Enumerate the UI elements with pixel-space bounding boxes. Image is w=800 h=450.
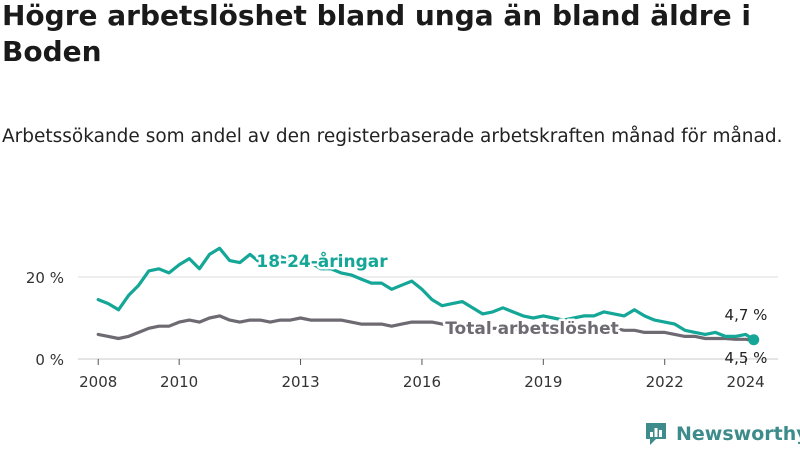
x-tick-label: 2024	[727, 373, 765, 391]
x-tick-label: 2010	[160, 373, 198, 391]
y-tick-label: 20 %	[26, 269, 64, 287]
x-tick-label: 2016	[403, 373, 441, 391]
series-line-total	[96, 314, 756, 343]
end-value-label-youth: 4,7 %	[725, 306, 768, 324]
series-label-total: Total arbetslöshet	[445, 319, 619, 339]
x-tick-label: 2008	[79, 373, 117, 391]
bar-chart-logo-icon	[646, 423, 666, 445]
chart-title: Högre arbetslöshet bland unga än bland ä…	[2, 0, 751, 68]
brand-name: Newsworthy	[676, 423, 800, 445]
newsworthy-logo: Newsworthy	[644, 421, 800, 447]
x-tick-label: 2013	[281, 373, 319, 391]
series-label-youth: 18-24-åringar	[256, 250, 388, 272]
series-line-youth	[96, 246, 756, 342]
end-value-label-total: 4,5 %	[725, 349, 768, 367]
y-tick-label: 0 %	[35, 351, 64, 369]
x-tick-label: 2019	[524, 373, 562, 391]
chart-subtitle: Arbetssökande som andel av den registerb…	[2, 126, 783, 147]
x-tick-label: 2022	[646, 373, 684, 391]
end-point-marker	[748, 334, 760, 346]
